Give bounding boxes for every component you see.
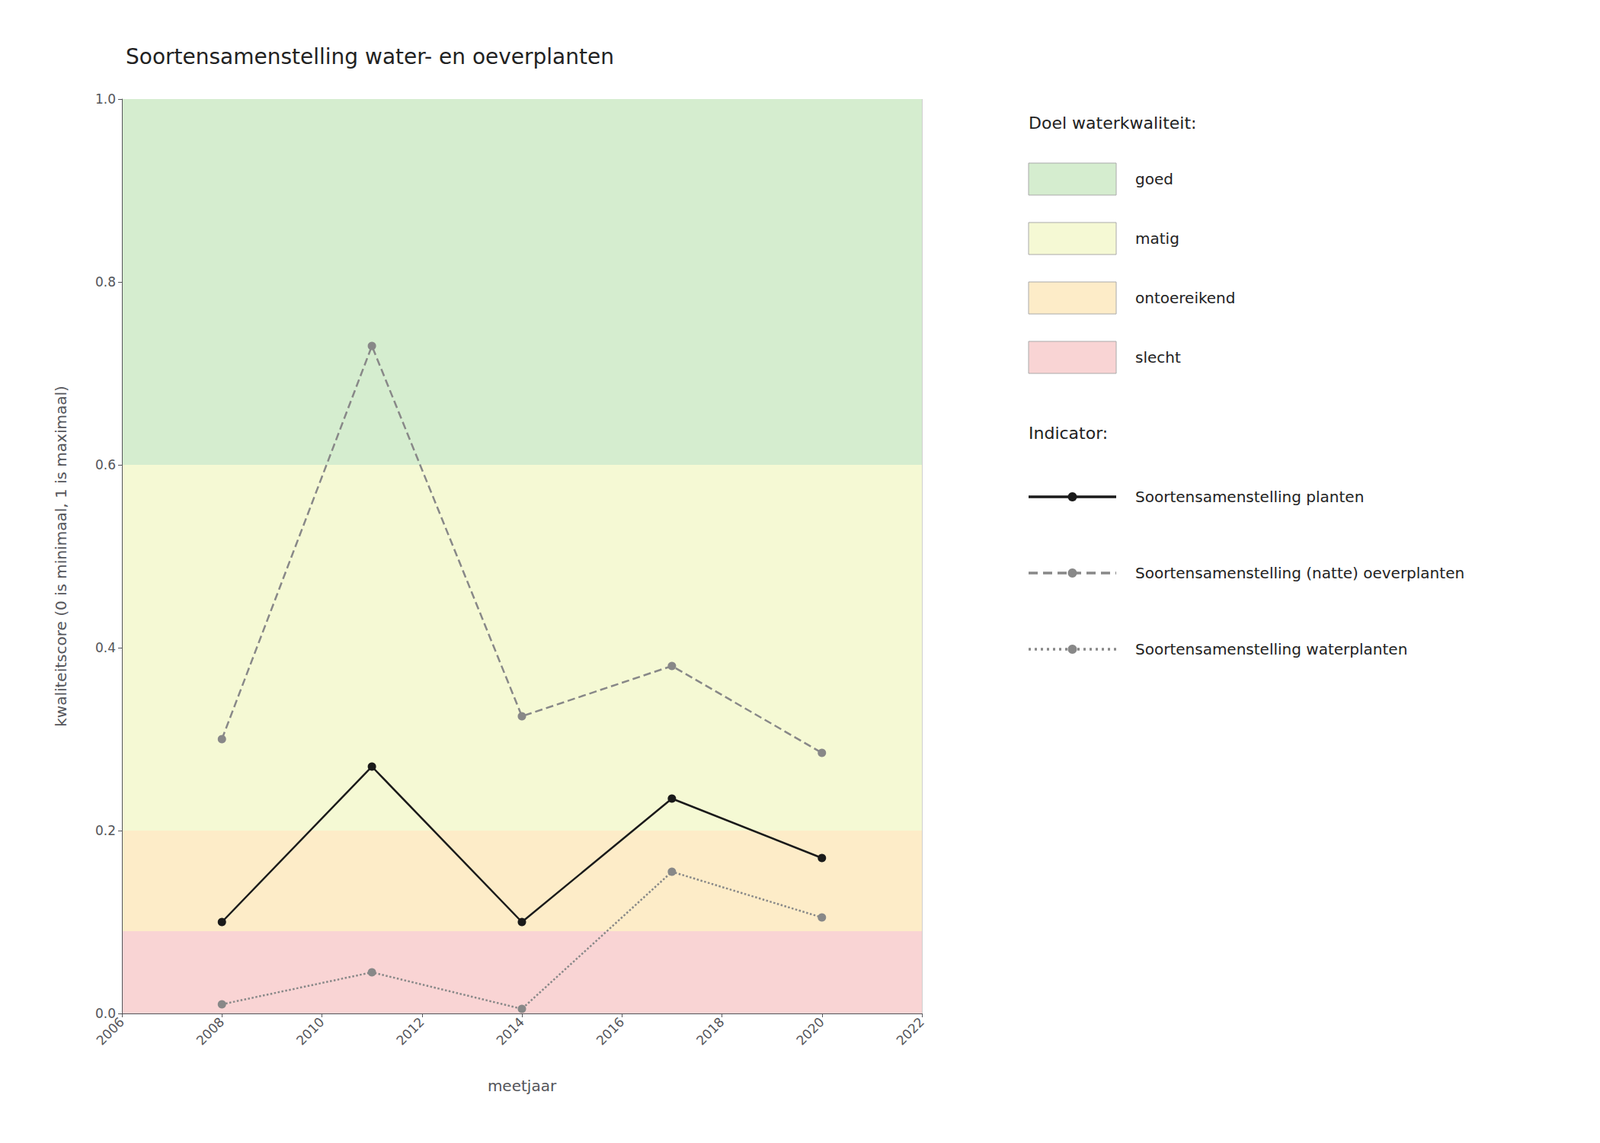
svg-text:Doel waterkwaliteit:: Doel waterkwaliteit: [1028, 113, 1197, 133]
svg-text:0.6: 0.6 [95, 457, 116, 473]
svg-text:goed: goed [1135, 169, 1174, 189]
svg-text:meetjaar: meetjaar [487, 1076, 557, 1095]
svg-text:Indicator:: Indicator: [1028, 423, 1108, 443]
svg-text:1.0: 1.0 [95, 91, 116, 107]
svg-text:Soortensamenstelling waterplan: Soortensamenstelling waterplanten [1135, 640, 1408, 659]
svg-text:2012: 2012 [393, 1014, 428, 1049]
svg-text:2006: 2006 [92, 1014, 128, 1049]
svg-text:2018: 2018 [693, 1014, 728, 1049]
svg-text:2008: 2008 [193, 1014, 228, 1049]
svg-text:slecht: slecht [1135, 348, 1181, 367]
svg-text:Soortensamenstelling (natte) o: Soortensamenstelling (natte) oeverplante… [1135, 563, 1465, 583]
svg-text:0.4: 0.4 [95, 640, 116, 656]
svg-text:Soortensamenstelling planten: Soortensamenstelling planten [1135, 487, 1364, 506]
svg-text:2014: 2014 [492, 1014, 528, 1049]
svg-text:0.8: 0.8 [95, 274, 116, 290]
svg-text:matig: matig [1135, 229, 1180, 248]
svg-text:ontoereikend: ontoereikend [1135, 288, 1236, 308]
svg-text:kwaliteitscore (0 is minimaal,: kwaliteitscore (0 is minimaal, 1 is maxi… [51, 385, 71, 727]
svg-text:2010: 2010 [293, 1014, 328, 1049]
svg-text:0.0: 0.0 [95, 1005, 116, 1021]
svg-text:2016: 2016 [593, 1014, 628, 1049]
svg-text:Soortensamenstelling water- en: Soortensamenstelling water- en oeverplan… [125, 44, 615, 70]
svg-text:2022: 2022 [892, 1014, 928, 1049]
svg-text:2020: 2020 [793, 1014, 828, 1049]
svg-text:0.2: 0.2 [95, 822, 116, 839]
